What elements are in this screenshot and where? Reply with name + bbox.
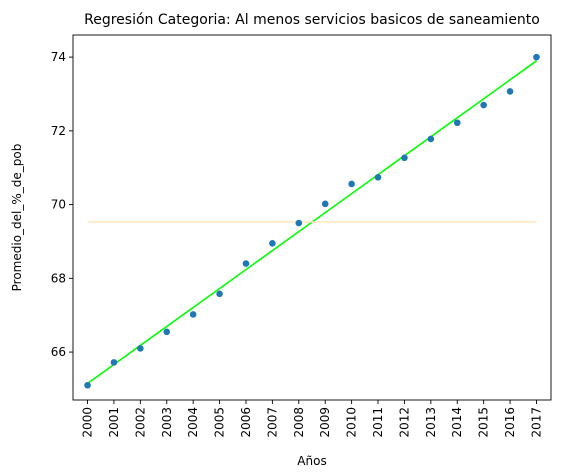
data-point (321, 200, 329, 208)
x-tick-label: 2012 (397, 407, 411, 438)
data-point (189, 311, 197, 318)
y-tick-label: 70 (51, 198, 66, 212)
y-axis-label: Promedio_del_%_de_pob (10, 144, 24, 292)
x-tick-label: 2001 (107, 407, 121, 438)
data-point (401, 154, 408, 162)
x-tick-label: 2010 (345, 407, 359, 438)
data-point (427, 135, 435, 143)
data-point (163, 328, 171, 336)
data-point (84, 381, 91, 389)
data-point (506, 88, 514, 95)
x-tick-label: 2005 (213, 407, 227, 438)
chart-title: Regresión Categoria: Al menos servicios … (84, 12, 540, 28)
x-tick-label: 2006 (239, 407, 253, 438)
y-tick-label: 74 (51, 50, 66, 64)
plot-area: 2000 2001 2002 2003 2004 2005 2006 2007 2008 2009… (51, 34, 552, 438)
x-tick-label: 2014 (450, 407, 464, 438)
data-point (216, 290, 223, 298)
data-point (374, 174, 382, 181)
y-tick-label: 72 (51, 124, 66, 138)
y-tick-label: 66 (51, 345, 66, 359)
x-tick-label: 2008 (292, 407, 306, 438)
x-tick-label: 2009 (318, 407, 332, 438)
y-tick-label: 68 (51, 271, 66, 285)
x-tick-label: 2002 (133, 407, 147, 438)
x-tick-label: 2016 (503, 407, 517, 438)
data-point (480, 101, 487, 109)
data-point (269, 240, 276, 247)
data-point (348, 180, 355, 188)
axes-frame (72, 34, 552, 401)
data-point (110, 359, 118, 366)
data-point (242, 260, 250, 267)
data-point (453, 119, 461, 127)
x-tick-label: 2017 (529, 407, 543, 438)
x-tick-label: 2007 (265, 407, 279, 438)
data-point (137, 345, 144, 352)
data-point (533, 53, 540, 61)
x-tick-label: 2013 (424, 407, 438, 438)
x-tick-label: 2003 (160, 407, 174, 438)
x-axis-label: Años (297, 454, 326, 468)
x-tick-label: 2015 (477, 407, 491, 438)
x-tick-label: 2004 (186, 407, 200, 438)
data-point (295, 219, 303, 227)
x-tick-label: 2011 (371, 407, 385, 438)
x-tick-label: 2000 (81, 407, 95, 438)
